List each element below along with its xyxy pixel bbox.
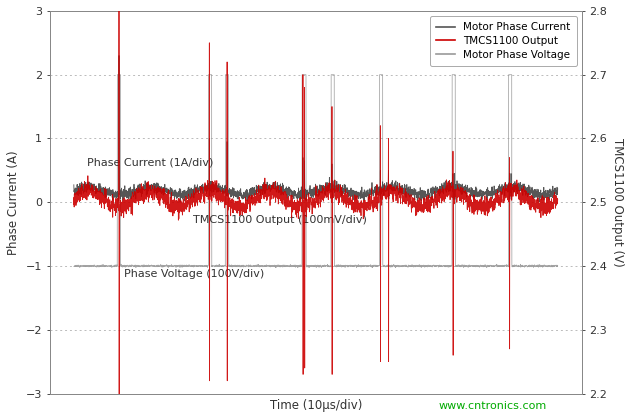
Text: Phase Voltage (100V/div): Phase Voltage (100V/div) xyxy=(124,269,264,279)
Legend: Motor Phase Current, TMCS1100 Output, Motor Phase Voltage: Motor Phase Current, TMCS1100 Output, Mo… xyxy=(430,16,577,66)
Y-axis label: Phase Current (A): Phase Current (A) xyxy=(7,150,20,254)
X-axis label: Time (10μs/div): Time (10μs/div) xyxy=(269,399,362,412)
Y-axis label: TMCS1100 Output (V): TMCS1100 Output (V) xyxy=(611,138,624,266)
Text: Phase Current (1A/div): Phase Current (1A/div) xyxy=(87,158,213,168)
Text: www.cntronics.com: www.cntronics.com xyxy=(439,401,547,411)
Text: TMCS1100 Output (100mV/div): TMCS1100 Output (100mV/div) xyxy=(193,215,367,225)
